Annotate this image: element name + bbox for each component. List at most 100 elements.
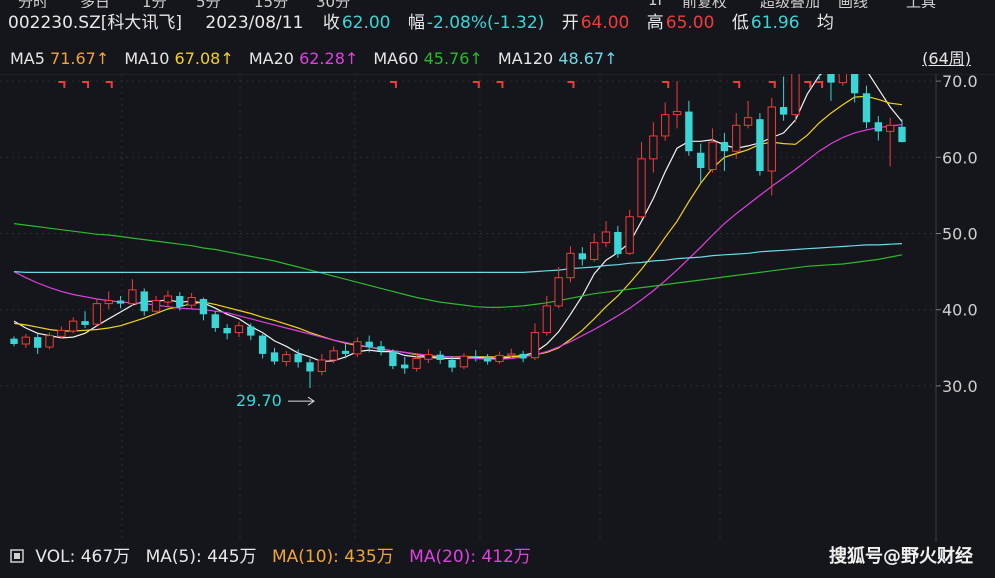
ma120-label: MA120 [497, 49, 554, 68]
candle-body-59 [708, 141, 717, 170]
candle-body-75 [898, 126, 906, 143]
candle-body-1 [21, 336, 31, 345]
candle-body-7 [92, 303, 102, 325]
candle-body-45 [542, 305, 551, 334]
ma5-line [13, 74, 903, 363]
candle-body-18 [223, 327, 231, 334]
y-tick-label-2: 50.0 [942, 225, 978, 244]
high-label: 高 [646, 13, 664, 33]
candle-body-50 [601, 231, 611, 244]
candle-body-41 [495, 354, 504, 363]
top-tab-7[interactable]: 前复权 [682, 0, 727, 8]
signal-marker-2 [105, 81, 113, 88]
top-tab-1[interactable]: 多日 [80, 0, 110, 8]
candle-body-61 [732, 124, 741, 152]
period-selector[interactable]: (64周) [922, 49, 971, 68]
candle-body-30 [365, 341, 373, 348]
candle-body-14 [176, 295, 184, 307]
candle-body-5 [69, 320, 78, 332]
signal-marker-0 [58, 81, 66, 88]
candle-body-34 [412, 357, 421, 369]
candle-body-42 [507, 353, 516, 356]
candle-body-52 [625, 216, 634, 254]
candle-body-40 [483, 356, 492, 362]
candle-body-12 [151, 300, 161, 312]
vol-ma10-value: 435万 [344, 547, 394, 567]
signal-marker-5 [496, 81, 504, 88]
top-tab-9[interactable]: 画线 [838, 0, 868, 8]
vol-ma5-label: MA(5): [145, 547, 202, 567]
signal-marker-9 [768, 81, 776, 88]
settings-icon[interactable] [10, 549, 24, 563]
candle-body-56 [672, 111, 682, 116]
candle-body-36 [436, 354, 444, 360]
candle-body-62 [743, 117, 753, 126]
candle-body-17 [211, 314, 219, 328]
candle-body-74 [885, 124, 895, 132]
close-label: 收 [322, 13, 340, 33]
candle-body-9 [116, 300, 125, 304]
low-value: 61.96 [750, 13, 800, 33]
candle-body-26 [317, 359, 327, 372]
high-value: 65.00 [665, 13, 715, 33]
candle-body-70 [838, 74, 847, 84]
candle-body-39 [472, 356, 480, 358]
candle-body-51 [614, 231, 622, 255]
candle-body-19 [234, 325, 244, 334]
top-tab-10[interactable]: 工具 [906, 0, 936, 8]
close-value: 62.00 [341, 13, 391, 33]
candle-body-0 [10, 338, 18, 344]
candle-body-10 [128, 289, 137, 305]
candle-body-66 [791, 74, 800, 116]
quote-date: 2023/08/11 [205, 13, 304, 33]
signal-marker-7 [662, 81, 670, 88]
ma5-value: 71.67↑ [50, 49, 110, 68]
candle-body-63 [756, 119, 764, 172]
candle-body-69 [827, 74, 835, 83]
ma60-value: 45.76↑ [423, 49, 483, 68]
candle-body-55 [661, 114, 670, 137]
volume-legend-bar: VOL: 467万 MA(5): 445万 MA(10): 435万 MA(20… [0, 543, 995, 571]
vol-value: 467万 [80, 547, 131, 567]
ma60-line [13, 223, 903, 308]
ma10-value: 67.08↑ [174, 49, 234, 68]
ma20-label: MA20 [248, 49, 294, 68]
signal-marker-4 [472, 81, 480, 88]
change-label: 幅 [407, 13, 425, 33]
vol-ma20-value: 412万 [481, 547, 531, 567]
top-tab-3[interactable]: 5分 [196, 0, 221, 8]
ma-legend-bar: MA5 71.67↑ MA10 67.08↑ MA20 62.28↑ MA60 … [0, 47, 995, 71]
candle-body-49 [589, 242, 599, 260]
candle-body-21 [258, 335, 267, 354]
signal-marker-3 [389, 81, 397, 88]
low-label: 低 [731, 13, 749, 33]
candle-body-20 [247, 326, 255, 336]
watermark: 搜狐号@野火财经 [829, 546, 973, 567]
candle-body-57 [685, 111, 693, 152]
signal-marker-10 [804, 81, 812, 88]
ma10-label: MA10 [124, 49, 170, 68]
top-tab-4[interactable]: 15分 [254, 0, 288, 8]
candle-body-3 [45, 335, 54, 348]
candle-body-73 [874, 122, 882, 132]
signal-marker-1 [82, 81, 90, 88]
top-tab-6[interactable]: 1F [648, 0, 666, 8]
candle-body-43 [519, 353, 527, 359]
candle-body-16 [199, 299, 208, 315]
y-tick-label-0: 30.0 [942, 377, 978, 396]
ma20-line [13, 123, 903, 360]
candle-body-4 [57, 329, 66, 337]
candle-body-64 [767, 106, 776, 172]
candle-body-54 [649, 135, 658, 160]
top-tab-8[interactable]: 超级叠加 [760, 0, 820, 8]
vol-ma10-label: MA(10): [271, 547, 339, 567]
top-tab-5[interactable]: 30分 [316, 0, 350, 8]
signal-marker-8 [733, 81, 741, 88]
candle-body-8 [104, 300, 113, 305]
candle-body-27 [329, 350, 338, 361]
ma120-value: 48.67↑ [558, 49, 618, 68]
top-tab-2[interactable]: 1分 [142, 0, 167, 8]
candle-body-6 [81, 321, 89, 325]
vol-label: VOL: [35, 547, 76, 567]
top-tab-0[interactable]: 分时 [18, 0, 48, 8]
